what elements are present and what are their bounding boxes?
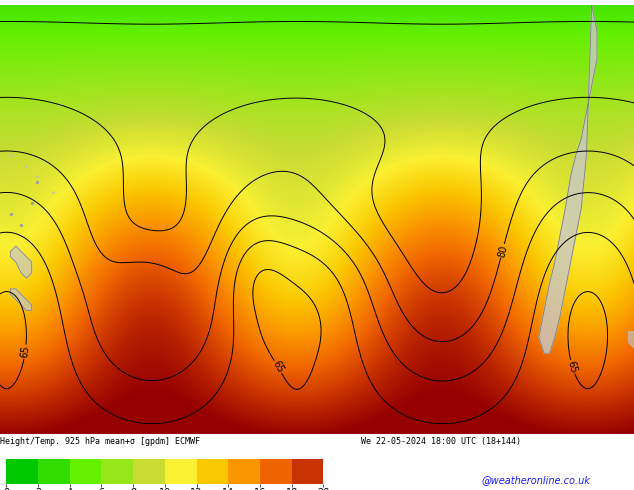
Text: @weatheronline.co.uk: @weatheronline.co.uk [482,475,591,485]
Bar [260,459,292,484]
Bar [38,459,70,484]
Text: We 22-05-2024 18:00 UTC (18+144): We 22-05-2024 18:00 UTC (18+144) [361,437,521,446]
Polygon shape [11,246,32,278]
Point [32,178,42,186]
Point [48,189,58,196]
Text: 65: 65 [566,360,579,374]
Bar [323,459,355,484]
Text: 65: 65 [20,345,31,359]
Bar [101,459,133,484]
Bar [133,459,165,484]
Bar [6,459,38,484]
Bar [70,459,101,484]
Text: Height/Temp. 925 hPa mean+σ [gpdm] ECMWF: Height/Temp. 925 hPa mean+σ [gpdm] ECMWF [0,437,200,446]
Bar [197,459,228,484]
Point [6,210,16,218]
Point [16,220,26,228]
Polygon shape [11,289,32,310]
Point [27,199,37,207]
Point [6,151,16,159]
Point [32,172,42,180]
Bar [292,459,323,484]
Polygon shape [629,332,634,348]
Bar [228,459,260,484]
Text: 80: 80 [496,244,509,258]
Text: 65: 65 [271,359,285,375]
Polygon shape [539,5,597,353]
Bar [165,459,197,484]
Point [22,162,32,170]
